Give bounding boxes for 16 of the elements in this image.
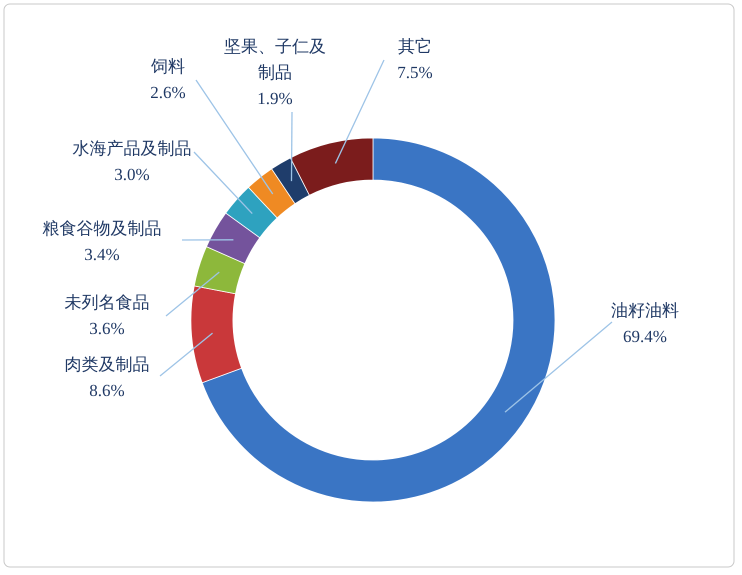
data-label: 3.0% (114, 165, 150, 184)
slice-label: 饲料 (150, 57, 185, 76)
slice-label: 其它 (398, 37, 432, 56)
slice-label: 粮食谷物及制品 (42, 219, 162, 238)
data-label: 8.6% (89, 381, 125, 400)
slice-label: 肉类及制品 (64, 355, 150, 374)
slice-label: 坚果、子仁及制品 (224, 37, 326, 82)
data-label: 1.9% (257, 89, 293, 108)
slice-label: 油籽油料 (611, 301, 679, 320)
slice-label: 水海产品及制品 (72, 139, 192, 158)
data-label: 2.6% (150, 83, 186, 102)
data-label: 3.4% (84, 245, 120, 264)
data-label: 3.6% (89, 319, 125, 338)
data-label: 7.5% (397, 63, 433, 82)
data-label: 69.4% (623, 327, 667, 346)
slice-label: 未列名食品 (64, 293, 150, 312)
